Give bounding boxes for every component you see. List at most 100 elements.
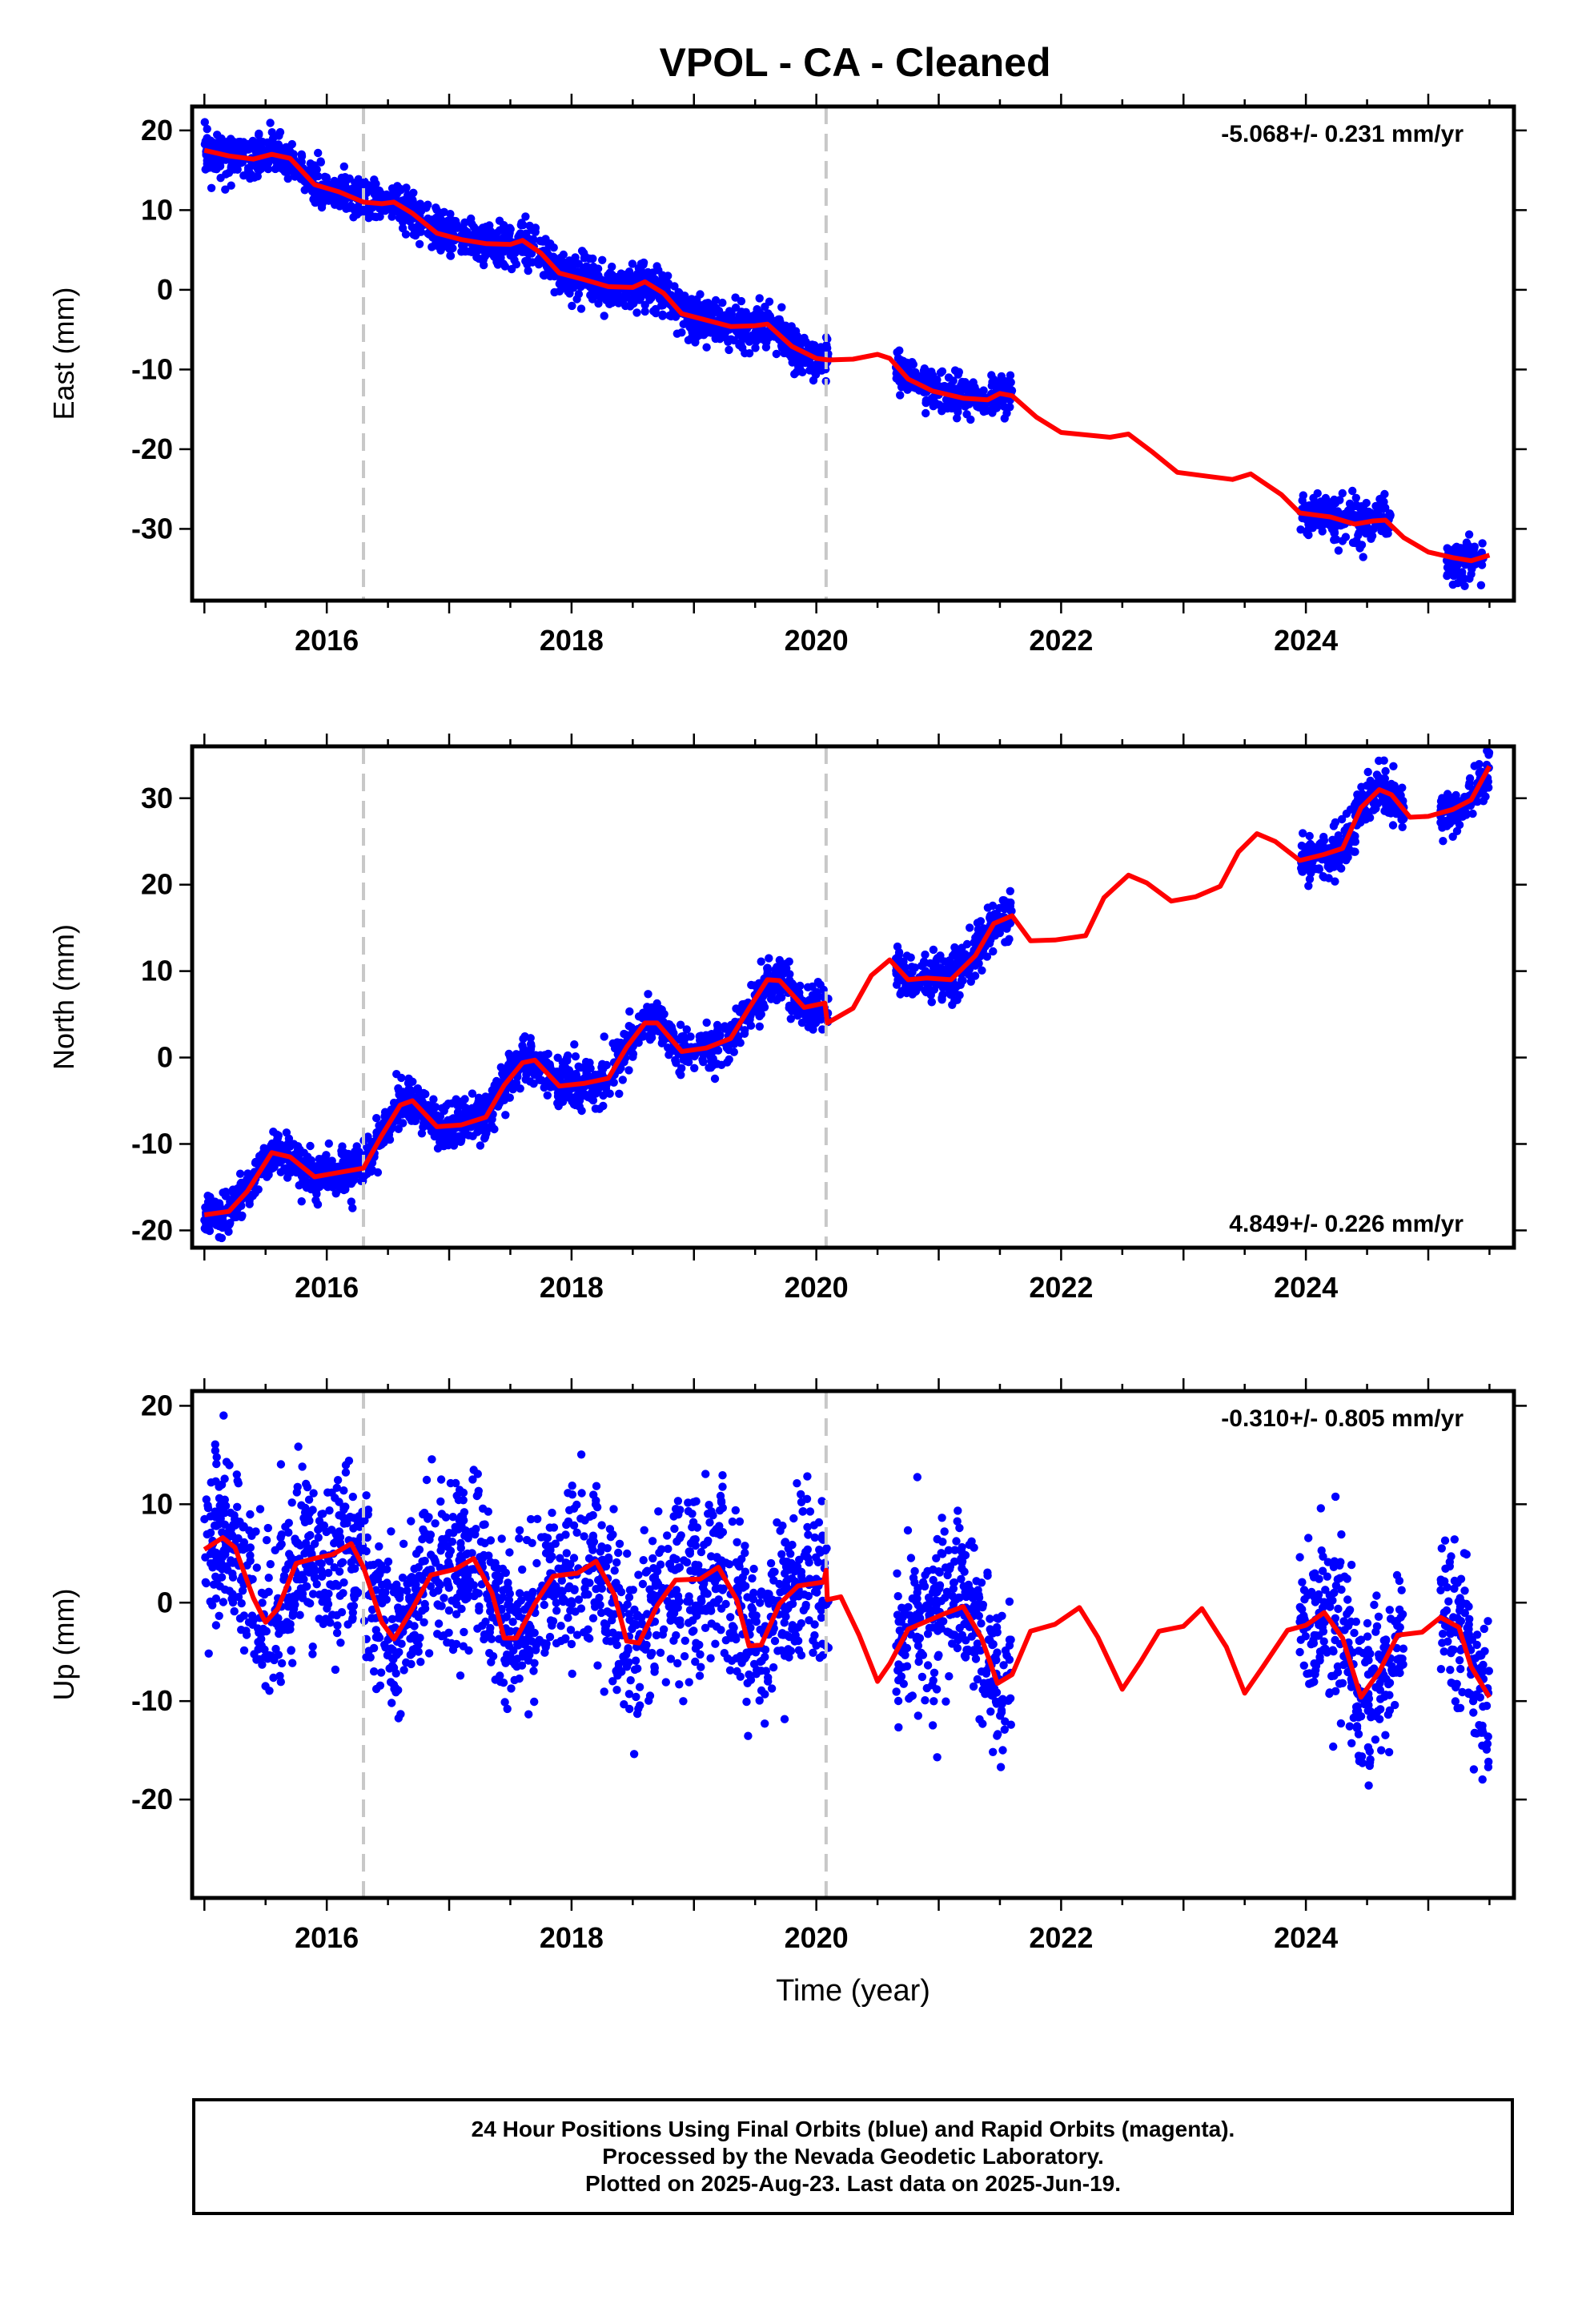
east-data-point xyxy=(311,198,319,207)
east-data-point xyxy=(817,366,826,375)
north-data-point xyxy=(504,1049,513,1059)
east-data-point xyxy=(588,254,597,263)
y-tick-label: 30 xyxy=(141,782,173,814)
east-data-point xyxy=(946,381,955,390)
north-data-point xyxy=(351,1171,359,1180)
east-data-point xyxy=(640,300,649,309)
up-data-point xyxy=(287,1498,296,1507)
north-data-point xyxy=(1334,836,1343,845)
north-data-point xyxy=(1304,882,1313,891)
east-data-point xyxy=(347,184,356,193)
east-data-point xyxy=(480,251,490,260)
north-data-point xyxy=(1298,867,1307,876)
east-data-point xyxy=(600,312,608,320)
north-data-point xyxy=(1379,779,1388,789)
north-data-point xyxy=(917,961,926,971)
east-data-point xyxy=(683,316,692,325)
east-data-point xyxy=(725,345,733,355)
north-data-point xyxy=(710,1074,720,1084)
north-data-point xyxy=(624,1066,633,1075)
east-data-point xyxy=(496,246,505,255)
north-data-point xyxy=(519,1035,528,1043)
north-data-point xyxy=(565,1086,574,1095)
east-data-point xyxy=(1462,538,1472,547)
north-data-point xyxy=(690,1051,700,1060)
x-tick-label: 2016 xyxy=(295,1271,359,1304)
east-data-point xyxy=(227,181,235,190)
east-data-point xyxy=(431,235,440,244)
north-data-point xyxy=(321,1160,330,1169)
north-data-point xyxy=(1312,843,1321,853)
east-data-point xyxy=(1005,385,1014,394)
east-data-point xyxy=(958,378,967,387)
north-data-point xyxy=(313,1200,322,1209)
north-data-point xyxy=(938,995,946,1004)
north-data-point xyxy=(522,1070,531,1080)
north-data-point xyxy=(475,1104,484,1113)
east-data-point xyxy=(276,159,285,168)
north-data-point xyxy=(293,1142,303,1151)
north-data-point xyxy=(348,1204,357,1212)
east-data-point xyxy=(512,259,521,269)
up-data-point xyxy=(232,1470,241,1479)
east-data-point xyxy=(221,139,230,148)
east-data-point xyxy=(1321,493,1331,503)
east-data-point xyxy=(546,239,555,248)
north-data-point xyxy=(203,1192,212,1200)
east-data-point xyxy=(337,173,347,183)
north-data-point xyxy=(504,1063,512,1072)
north-data-point xyxy=(757,957,765,966)
y-tick-label: -10 xyxy=(131,352,173,385)
east-data-point xyxy=(980,407,989,416)
north-data-point xyxy=(568,1093,576,1102)
east-data-point xyxy=(572,295,581,304)
north-data-point xyxy=(292,1150,301,1159)
east-data-point xyxy=(286,164,295,173)
north-data-point xyxy=(763,963,772,972)
north-data-point xyxy=(1346,805,1355,814)
east-data-point xyxy=(987,371,996,380)
east-data-point xyxy=(751,344,760,352)
north-data-point xyxy=(1315,865,1324,874)
x-tick-label: 2020 xyxy=(785,1271,849,1304)
east-data-point xyxy=(446,210,455,219)
north-data-point xyxy=(436,1137,444,1147)
east-data-point xyxy=(1304,520,1313,529)
east-data-point xyxy=(718,298,727,308)
east-data-point xyxy=(1460,581,1469,590)
north-data-point xyxy=(926,959,935,968)
east-data-point xyxy=(523,260,532,269)
north-data-point xyxy=(1327,858,1336,866)
north-data-point xyxy=(671,1055,680,1065)
east-data-point xyxy=(203,159,211,168)
x-tick-label: 2024 xyxy=(1274,1271,1338,1304)
north-data-point xyxy=(1319,832,1328,842)
east-data-point xyxy=(266,119,275,127)
north-frame xyxy=(190,744,1516,1250)
east-data-point xyxy=(709,300,718,310)
east-data-point xyxy=(1469,545,1479,553)
north-data-point xyxy=(306,1141,315,1151)
north-data-point xyxy=(976,917,986,926)
north-data-point xyxy=(429,1095,438,1104)
north-data-point xyxy=(717,1060,726,1070)
north-data-point xyxy=(702,1018,711,1027)
east-data-point xyxy=(979,386,988,395)
east-data-point xyxy=(791,330,800,340)
north-data-point xyxy=(1363,767,1372,777)
y-tick-label: -30 xyxy=(131,512,173,545)
east-data-point xyxy=(496,226,504,235)
east-data-point xyxy=(436,243,444,252)
north-data-point xyxy=(1443,790,1452,798)
east-data-point xyxy=(797,340,805,348)
east-data-point xyxy=(480,244,489,254)
north-data-point xyxy=(224,1227,233,1236)
north-data-point xyxy=(1003,937,1013,947)
north-data-point xyxy=(966,923,974,932)
north-data-point xyxy=(307,1156,315,1165)
east-data-point xyxy=(376,205,385,214)
north-data-point xyxy=(921,986,930,995)
north-data-point xyxy=(456,1101,465,1110)
north-data-point xyxy=(200,1216,209,1224)
north-data-point xyxy=(201,1203,210,1212)
